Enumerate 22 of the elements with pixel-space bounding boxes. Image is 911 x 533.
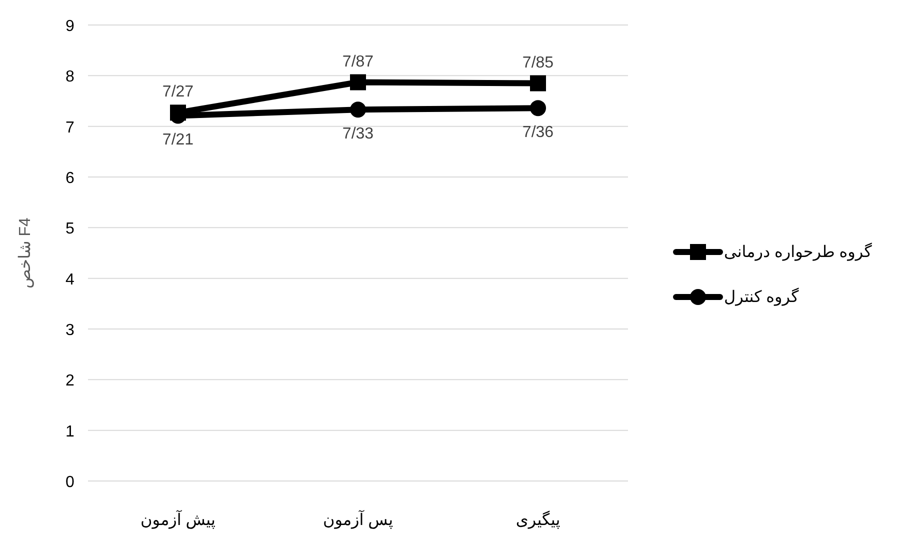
y-tick-label: 8 — [66, 68, 75, 86]
y-tick-label: 1 — [66, 423, 75, 440]
y-tick-label: 9 — [66, 18, 75, 35]
y-tick-label: 5 — [66, 220, 75, 238]
y-tick-label: 4 — [66, 271, 75, 288]
y-tick-label: 3 — [66, 322, 75, 339]
data-label: 7/21 — [162, 132, 194, 149]
x-tick-label: پیش آزمون — [140, 509, 216, 529]
data-label: 7/36 — [522, 124, 554, 142]
legend-label: گروه طرحواره درمانی — [724, 242, 872, 261]
legend-label: گروه کنترل — [724, 287, 800, 306]
x-tick-label: پس آزمون — [322, 509, 394, 529]
x-tick-label: پیگیری — [516, 510, 560, 529]
data-label: 7/85 — [522, 54, 554, 72]
y-tick-label: 0 — [66, 474, 75, 491]
y-tick-label: 6 — [66, 170, 75, 187]
y-axis-title: شاخص F4 — [17, 217, 34, 288]
data-label: 7/33 — [342, 126, 374, 143]
data-label: 7/87 — [342, 53, 374, 70]
data-label: 7/27 — [162, 84, 194, 101]
y-tick-label: 2 — [66, 372, 75, 390]
y-tick-label: 7 — [66, 119, 75, 136]
